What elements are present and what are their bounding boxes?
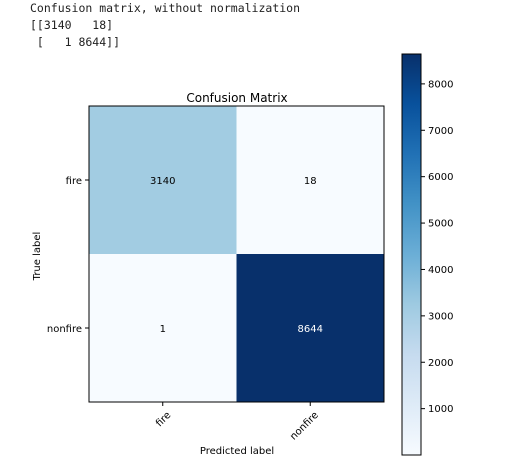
colorbar-tick-label: 1000 (428, 404, 453, 415)
colorbar-ticks: 1000 2000 3000 4000 5000 6000 7000 8000 (421, 79, 453, 415)
x-axis-label: Predicted label (200, 446, 274, 457)
chart-title: Confusion Matrix (186, 91, 287, 105)
colorbar-tick-label: 7000 (428, 126, 453, 137)
x-tick-label: nonfire (288, 410, 321, 443)
console-line: [ 1 8644]] (30, 35, 121, 49)
heatmap-cell (89, 254, 237, 402)
y-axis-ticks: fire nonfire (47, 176, 89, 335)
console-output: Confusion matrix, without normalization … (30, 0, 300, 51)
heatmap-cells: 3140 18 1 8644 (89, 106, 384, 402)
heatmap-cell (236, 254, 384, 402)
colorbar-tick-label: 6000 (428, 172, 453, 183)
x-tick-label: fire (154, 410, 173, 429)
cell-value-label: 3140 (150, 176, 175, 187)
y-tick-label: nonfire (47, 324, 82, 335)
colorbar-tick-label: 3000 (428, 311, 453, 322)
heatmap-cell (236, 106, 384, 254)
colorbar-tick-label: 4000 (428, 265, 453, 276)
colorbar-tick-label: 2000 (428, 358, 453, 369)
x-axis-ticks: fire nonfire (154, 402, 321, 442)
heatmap-cell (89, 106, 237, 254)
colorbar-tick-label: 8000 (428, 79, 453, 90)
colorbar-tick-label: 5000 (428, 219, 453, 230)
cell-value-label: 18 (304, 176, 317, 187)
y-tick-label: fire (66, 176, 82, 187)
plot-frame (88, 105, 385, 403)
console-line: [[3140 18] (30, 18, 114, 32)
console-line: Confusion matrix, without normalization (30, 1, 301, 15)
y-axis-label: True label (32, 232, 43, 282)
cell-value-label: 1 (160, 324, 166, 335)
colorbar (401, 53, 422, 456)
cell-value-label: 8644 (298, 324, 323, 335)
